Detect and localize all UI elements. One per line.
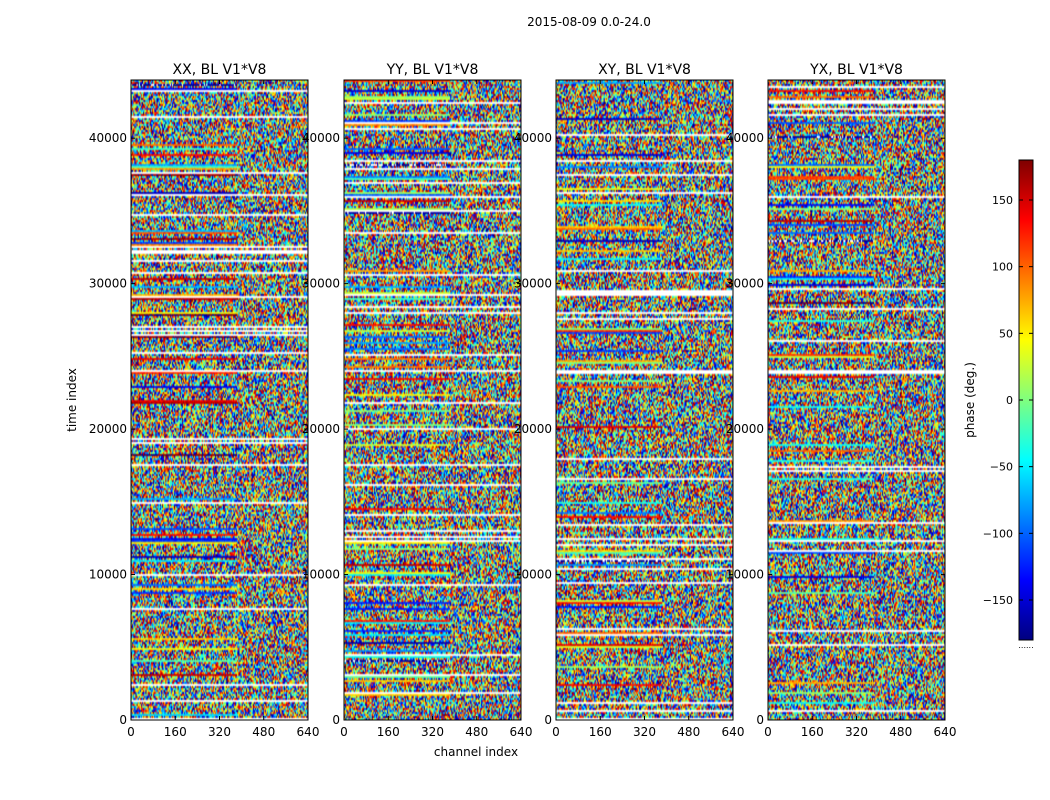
- figure-title: 2015-08-09 0.0-24.0: [527, 15, 651, 29]
- y-tick-label: 0: [332, 713, 340, 727]
- y-tick-label: 40000: [302, 131, 340, 145]
- x-tick-label: 0: [340, 725, 348, 739]
- x-tick-label: 480: [677, 725, 700, 739]
- y-tick-label: 30000: [514, 277, 552, 291]
- colorbar-extra-label: ......: [1018, 641, 1033, 650]
- x-tick-label: 160: [164, 725, 187, 739]
- y-tick-label: 30000: [726, 277, 764, 291]
- x-tick-label: 320: [845, 725, 868, 739]
- x-tick-label: 480: [252, 725, 275, 739]
- y-tick-label: 10000: [514, 568, 552, 582]
- panel-title: YX, BL V1*V8: [809, 62, 903, 78]
- y-tick-label: 0: [544, 713, 552, 727]
- x-tick-label: 640: [722, 725, 745, 739]
- y-tick-label: 10000: [302, 568, 340, 582]
- y-tick-label: 10000: [89, 568, 127, 582]
- colorbar-tick-label: 150: [992, 194, 1013, 207]
- x-tick-label: 480: [889, 725, 912, 739]
- y-axis-label: time index: [65, 368, 79, 432]
- panel-3: XY, BL V1*V8 0 160 320 480 640 0 10000 20000 3000…: [514, 62, 745, 739]
- colorbar-tick-label: 100: [992, 261, 1013, 274]
- x-tick-label: 320: [421, 725, 444, 739]
- colorbar-tick-label: −150: [983, 594, 1013, 607]
- x-tick-label: 160: [377, 725, 400, 739]
- panel-title: YY, BL V1*V8: [386, 62, 479, 78]
- colorbar-tick-label: −50: [990, 461, 1013, 474]
- x-tick-label: 640: [510, 725, 533, 739]
- y-tick-label: 40000: [514, 131, 552, 145]
- y-tick-label: 40000: [726, 131, 764, 145]
- panel-title: XY, BL V1*V8: [598, 62, 691, 78]
- x-tick-label: 640: [297, 725, 320, 739]
- colorbar: −150 −100 −50 0 50 100 150: [983, 159, 1034, 641]
- x-tick-label: 0: [764, 725, 772, 739]
- y-tick-label: 0: [119, 713, 127, 727]
- panel-heatmap-image: [768, 80, 945, 720]
- x-tick-label: 160: [589, 725, 612, 739]
- y-tick-label: 10000: [726, 568, 764, 582]
- panel-heatmap-image: [131, 80, 308, 720]
- panel-heatmap-image: [556, 80, 733, 720]
- x-axis-label: channel index: [434, 745, 518, 759]
- panel-title: XX, BL V1*V8: [173, 62, 267, 78]
- x-tick-label: 160: [801, 725, 824, 739]
- panel-1: XX, BL V1*V8 0 160 320 480 640 0 10000 20000 3000…: [89, 62, 320, 739]
- x-tick-label: 0: [552, 725, 560, 739]
- colorbar-label: phase (deg.): [963, 362, 977, 438]
- x-tick-label: 480: [465, 725, 488, 739]
- x-tick-label: 640: [934, 725, 957, 739]
- y-tick-label: 20000: [726, 422, 764, 436]
- y-tick-label: 20000: [89, 422, 127, 436]
- x-tick-label: 320: [208, 725, 231, 739]
- y-tick-label: 0: [756, 713, 764, 727]
- colorbar-tick-label: −100: [983, 527, 1013, 540]
- y-tick-label: 20000: [514, 422, 552, 436]
- colorbar-tick-label: 0: [1006, 394, 1013, 407]
- x-tick-label: 0: [127, 725, 135, 739]
- y-tick-label: 30000: [89, 277, 127, 291]
- y-tick-label: 20000: [302, 422, 340, 436]
- y-tick-label: 40000: [89, 131, 127, 145]
- panel-2: YY, BL V1*V8 0 160 320 480 640 0 10000 20000 3000…: [302, 62, 533, 739]
- y-tick-label: 30000: [302, 277, 340, 291]
- panels-group: XX, BL V1*V8 0 160 320 480 640 0 10000 20000 3000…: [89, 62, 957, 739]
- panel-heatmap-image: [344, 80, 521, 720]
- panel-4: YX, BL V1*V8 0 160 320 480 640 0 10000 20000 3000…: [726, 62, 957, 739]
- colorbar-tick-label: 50: [999, 327, 1013, 340]
- x-tick-label: 320: [633, 725, 656, 739]
